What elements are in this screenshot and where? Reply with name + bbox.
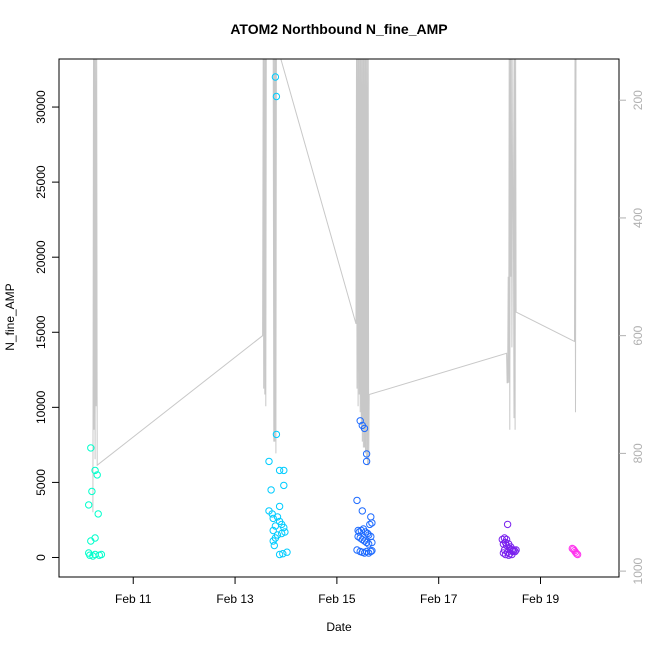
data-point-3-9 — [368, 519, 376, 527]
y2-axis: 200 400 600 800 1000 — [619, 90, 645, 584]
y2-tick-label-1: 200 — [631, 90, 645, 110]
data-point-4-21 — [511, 547, 519, 556]
data-point-2-3 — [272, 430, 281, 439]
x-tick-label-4: Feb 17 — [420, 592, 458, 606]
y-tick-label-3: 10000 — [34, 390, 48, 424]
y2-tick-label-4: 800 — [631, 443, 645, 463]
data-point-2-1 — [271, 73, 280, 81]
y-tick-label-2: 5000 — [34, 469, 48, 496]
x-axis: Feb 11 Feb 13 Feb 15 Feb 17 Feb 19 — [115, 577, 560, 606]
data-point-2-2 — [272, 92, 281, 101]
x-tick-label-3: Feb 15 — [318, 592, 356, 606]
data-point-3-33 — [368, 547, 376, 555]
data-point-3-17 — [365, 531, 373, 539]
data-point-4-12 — [510, 546, 518, 554]
data-point-3-5 — [362, 457, 371, 466]
x-axis-title: Date — [326, 620, 352, 634]
data-point-2-17 — [275, 502, 284, 511]
data-point-3-30 — [362, 547, 371, 556]
data-point-1-6 — [94, 510, 102, 518]
data-point-4-1 — [503, 520, 512, 529]
x-tick-label-1: Feb 11 — [115, 592, 152, 606]
data-point-1-2 — [91, 466, 99, 475]
data-point-2-27 — [283, 548, 291, 556]
data-point-3-32 — [367, 547, 375, 556]
data-point-2-22 — [281, 528, 289, 536]
data-point-1-8 — [87, 537, 95, 545]
data-point-3-4 — [362, 450, 371, 458]
data-point-1-3 — [93, 471, 101, 479]
data-point-3-1 — [356, 417, 364, 425]
data-point-2-6 — [280, 466, 288, 475]
y-axis: 0 5000 10000 15000 20000 25000 30000 — [34, 90, 59, 561]
data-point-2-4 — [265, 457, 273, 466]
data-point-2-5 — [275, 466, 284, 475]
plot-frame — [58, 58, 620, 578]
y2-tick-label-5: 1000 — [631, 557, 645, 584]
data-point-1-4 — [88, 487, 96, 496]
data-point-2-12 — [273, 513, 282, 521]
data-point-3-3 — [360, 424, 369, 433]
data-point-5-5 — [572, 550, 581, 558]
y-tick-label-6: 25000 — [34, 165, 48, 199]
y-axis-title: N_fine_AMP — [3, 283, 17, 350]
x-tick-label-5: Feb 19 — [522, 592, 560, 606]
data-point-2-26 — [279, 550, 287, 558]
y-tick-label-5: 20000 — [34, 240, 48, 274]
data-point-1-5 — [85, 501, 93, 509]
y2-tick-label-2: 400 — [631, 208, 645, 228]
data-point-5-6 — [573, 550, 582, 559]
data-point-3-8 — [367, 513, 375, 521]
y-tick-label-4: 15000 — [34, 315, 48, 349]
data-point-2-18 — [269, 526, 277, 535]
background-series — [92, 59, 577, 513]
data-point-4-22 — [501, 550, 510, 559]
data-point-4-2 — [500, 534, 509, 542]
chart-title: ATOM2 Northbound N_fine_AMP — [230, 21, 447, 37]
data-point-2-11 — [269, 514, 277, 523]
data-point-1-14 — [97, 550, 106, 559]
data-point-2-25 — [275, 550, 284, 559]
data-point-3-23 — [362, 538, 371, 547]
data-point-4-23 — [512, 546, 520, 554]
data-point-1-10 — [86, 551, 94, 559]
data-point-3-7 — [358, 507, 366, 515]
data-point-2-7 — [267, 486, 275, 494]
data-point-5-4 — [571, 548, 580, 556]
data-point-3-6 — [353, 496, 361, 505]
data-point-2-23 — [269, 537, 277, 545]
data-point-3-25 — [368, 538, 376, 547]
data-point-1-1 — [87, 444, 95, 452]
y-tick-label-1: 0 — [34, 554, 48, 561]
data-point-2-24 — [270, 541, 278, 550]
data-points — [85, 73, 582, 560]
y2-tick-label-3: 600 — [631, 325, 645, 345]
data-point-2-15 — [271, 522, 280, 530]
x-tick-label-2: Feb 13 — [216, 592, 254, 606]
data-point-3-10 — [366, 520, 374, 529]
y-tick-label-7: 30000 — [34, 90, 48, 124]
data-point-2-8 — [280, 481, 288, 490]
data-point-3-13 — [357, 526, 365, 535]
background-line — [92, 59, 577, 513]
data-point-4-19 — [505, 551, 513, 559]
